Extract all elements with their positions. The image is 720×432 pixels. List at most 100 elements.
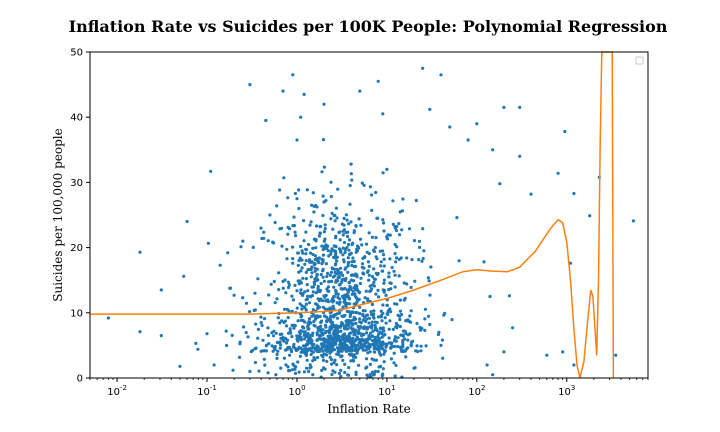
- scatter-point: [321, 260, 325, 264]
- scatter-point: [364, 242, 369, 246]
- scatter-point: [323, 223, 327, 227]
- scatter-point: [372, 373, 376, 377]
- scatter-point: [241, 296, 245, 300]
- scatter-point: [364, 319, 368, 323]
- scatter-point: [475, 122, 479, 126]
- scatter-point: [334, 337, 338, 341]
- scatter-point: [368, 343, 372, 347]
- scatter-point: [218, 263, 222, 267]
- scatter-point: [408, 314, 412, 318]
- scatter-point: [301, 344, 306, 348]
- scatter-point: [398, 317, 402, 322]
- scatter-point: [358, 237, 363, 241]
- scatter-point: [368, 284, 372, 288]
- scatter-point: [296, 338, 300, 342]
- scatter-point: [246, 335, 250, 339]
- scatter-point: [350, 323, 354, 327]
- scatter-point: [386, 312, 390, 316]
- scatter-point: [373, 369, 378, 373]
- scatter-point: [382, 278, 386, 282]
- scatter-point: [400, 228, 404, 232]
- scatter-point: [314, 239, 318, 243]
- scatter-point: [304, 259, 308, 263]
- scatter-point: [488, 294, 492, 299]
- scatter-point: [381, 303, 385, 307]
- scatter-point: [393, 242, 397, 247]
- scatter-point: [365, 327, 369, 331]
- scatter-point: [278, 332, 282, 336]
- scatter-point: [299, 350, 303, 354]
- scatter-point: [295, 138, 299, 142]
- x-tick-label: 10-2: [107, 384, 127, 398]
- scatter-point: [302, 305, 306, 309]
- scatter-point: [281, 335, 285, 340]
- scatter-point: [343, 370, 347, 374]
- scatter-point: [273, 301, 277, 305]
- scatter-point: [376, 315, 381, 319]
- scatter-point: [309, 352, 313, 357]
- scatter-point: [341, 333, 345, 337]
- scatter-point: [310, 271, 314, 275]
- scatter-point: [368, 289, 372, 293]
- scatter-point: [333, 256, 338, 260]
- scatter-point: [392, 351, 396, 355]
- scatter-point: [588, 214, 592, 218]
- scatter-point: [266, 333, 270, 337]
- scatter-point: [308, 294, 312, 298]
- scatter-point: [424, 344, 428, 348]
- scatter-point: [346, 234, 350, 239]
- scatter-point: [381, 288, 385, 292]
- scatter-point: [331, 346, 335, 351]
- scatter-point: [614, 353, 618, 357]
- scatter-point: [338, 230, 342, 234]
- scatter-point: [299, 318, 303, 322]
- scatter-point: [306, 294, 310, 298]
- scatter-point: [304, 352, 308, 356]
- scatter-point: [333, 274, 337, 278]
- x-tick-label: 103: [558, 384, 575, 398]
- scatter-point: [346, 261, 350, 266]
- scatter-point: [406, 338, 410, 342]
- scatter-series: [106, 66, 636, 379]
- scatter-point: [334, 280, 338, 284]
- scatter-point: [295, 306, 299, 310]
- scatter-point: [364, 357, 369, 361]
- scatter-point: [305, 358, 309, 362]
- scatter-point: [296, 319, 300, 323]
- scatter-point: [387, 336, 391, 340]
- scatter-point: [299, 288, 303, 292]
- scatter-point: [361, 343, 365, 347]
- scatter-point: [357, 217, 361, 221]
- scatter-point: [325, 359, 329, 363]
- scatter-point: [281, 286, 285, 290]
- scatter-point: [354, 264, 358, 268]
- scatter-point: [339, 323, 343, 327]
- scatter-point: [367, 347, 371, 351]
- scatter-point: [337, 274, 341, 278]
- scatter-point: [306, 327, 310, 331]
- scatter-point: [205, 332, 209, 336]
- scatter-point: [287, 227, 292, 231]
- scatter-point: [324, 299, 328, 303]
- scatter-point: [373, 246, 377, 250]
- scatter-point: [366, 260, 370, 264]
- scatter-point: [299, 315, 303, 319]
- scatter-point: [389, 281, 393, 285]
- scatter-point: [485, 363, 489, 367]
- scatter-point: [345, 327, 349, 331]
- scatter-point: [631, 219, 636, 223]
- scatter-point: [311, 290, 315, 294]
- scatter-point: [385, 237, 390, 241]
- scatter-point: [366, 297, 370, 301]
- scatter-point: [336, 349, 340, 353]
- scatter-point: [332, 333, 336, 337]
- scatter-point: [381, 112, 385, 116]
- scatter-point: [303, 262, 307, 266]
- scatter-point: [351, 348, 355, 352]
- scatter-point: [367, 334, 371, 338]
- scatter-point: [300, 249, 304, 253]
- scatter-point: [301, 276, 305, 280]
- scatter-point: [419, 344, 423, 348]
- scatter-point: [326, 342, 331, 346]
- scatter-point: [312, 204, 316, 208]
